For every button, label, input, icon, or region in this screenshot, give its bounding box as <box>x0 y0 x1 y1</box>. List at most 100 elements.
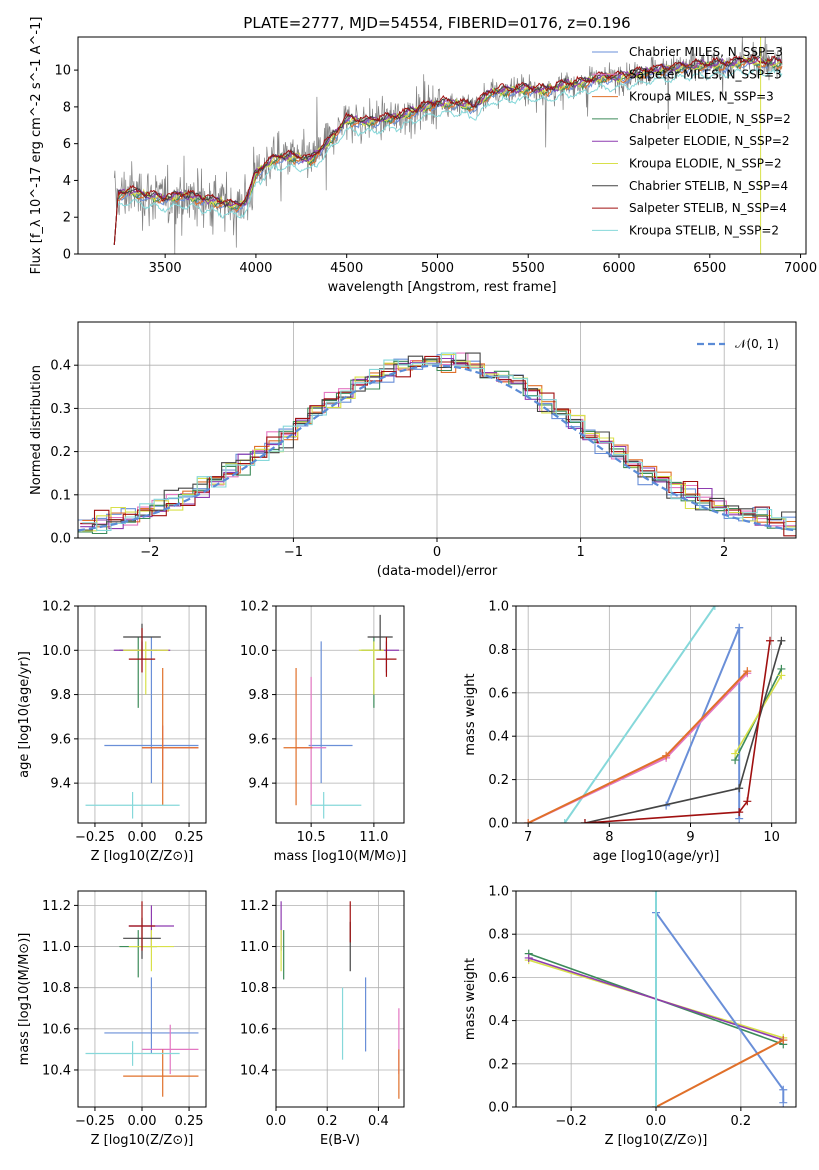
figure-title: PLATE=2777, MJD=54554, FIBERID=0176, z=0… <box>243 14 630 32</box>
series-line <box>584 640 783 823</box>
series-point-marker <box>735 808 744 817</box>
age_vs_mass-ytick-label: 9.4 <box>248 777 269 792</box>
mass_weight_vs_Z-panel: −0.2 0.0 0.2 0.0 0.2 0.4 0.6 0.8 1.0 Z [log10(Z/Z… <box>463 885 797 1148</box>
errorbar-kroupa-miles <box>142 668 199 806</box>
age_vs_mass-axes-frame <box>275 605 405 824</box>
residuals-ylabel: Normed distribution <box>29 365 44 495</box>
spectrum-ytick-label: 10 <box>54 64 71 79</box>
spectrum-xlabel: wavelength [Angstrom, rest frame] <box>328 280 557 295</box>
mass_weight_vs_Z-axes-frame <box>515 890 797 1108</box>
mass_weight_vs_Z-xtick-label: 0.2 <box>731 1114 752 1129</box>
series-point-marker <box>777 671 786 680</box>
mass_weight_vs_age-xtick-label: 8 <box>605 830 613 845</box>
spectrum-xtick-label: 4000 <box>239 261 272 276</box>
series-point-marker <box>524 953 533 962</box>
panels: 3500 4000 4500 5000 5500 6000 6500 70000246810w… <box>17 17 817 1148</box>
errorbar-kroupa-stelib <box>85 792 180 819</box>
mass_weight_vs_age-xtick-label: 10 <box>763 830 780 845</box>
legend-entry: Kroupa STELIB, N_SSP=2 <box>629 223 779 237</box>
model-spectrum-chabrier-stelib <box>113 55 783 245</box>
mass_weight_vs_Z-ytick-label: 0.2 <box>488 1057 509 1072</box>
spectrum-ylabel: Flux [f_λ 10^-17 erg cm^-2 s^-1 A^-1] <box>29 17 44 275</box>
series-line <box>527 670 749 823</box>
model-spectrum-kroupa-elodie <box>113 55 783 245</box>
spectrum-xtick-label: 5500 <box>512 261 545 276</box>
errorbar-salpeter-stelib <box>128 901 156 951</box>
mass_weight_vs_Z-xtick-label: −0.2 <box>555 1114 587 1129</box>
mass_weight_vs_age-ytick-label: 0.2 <box>488 773 509 788</box>
mass_vs_ebv-ytick-label: 11.0 <box>240 940 269 955</box>
model-spectrum-kroupa-stelib <box>113 67 783 245</box>
series-point-marker <box>560 819 569 823</box>
series-line <box>563 606 716 823</box>
series-point-marker <box>779 1085 788 1094</box>
spectrum-ytick-label: 2 <box>63 211 71 226</box>
mass_weight_vs_age-xtick-label: 9 <box>686 830 694 845</box>
mass_vs_ebv-ytick-label: 11.2 <box>240 899 269 914</box>
spectrum-axes-frame <box>77 36 807 255</box>
age_vs_mass-ytick-label: 9.6 <box>248 732 269 747</box>
residuals-xtick-label: −2 <box>140 545 159 560</box>
residual-histogram-kroupa-stelib <box>82 352 796 531</box>
mass_weight_vs_age-ytick-label: 0.6 <box>488 686 509 701</box>
errorbar-chabrier-miles <box>104 977 199 1054</box>
age_vs_Z-xtick-label: 0.00 <box>128 830 157 845</box>
mass_weight_vs_age-xlabel: age [log10(age/yr)] <box>593 849 720 864</box>
model-spectrum-salpeter-elodie <box>113 56 783 245</box>
series-line <box>655 1039 784 1107</box>
legend-entry: Salpeter ELODIE, N_SSP=2 <box>629 134 790 148</box>
series-point-marker <box>652 891 660 895</box>
mass_weight_vs_Z-ytick-label: 0.4 <box>488 1014 509 1029</box>
mass_vs_Z-xtick-label: −0.25 <box>75 1114 115 1129</box>
mass_vs_Z-ytick-label: 10.4 <box>42 1063 71 1078</box>
residual-histogram-salpeter-stelib <box>80 355 796 537</box>
mass_weight_vs_Z-ylabel: mass weight <box>463 958 478 1040</box>
mass_vs_Z-panel: −0.25 0.00 0.25 10.4 10.6 10.8 11.0 11.2 Z [log1… <box>17 890 207 1148</box>
series-kroupa-elodie <box>731 671 786 758</box>
series-line <box>584 640 771 823</box>
errorbar-kroupa-elodie <box>128 930 174 972</box>
age_vs_mass-ytick-label: 10.0 <box>240 644 269 659</box>
mass_vs_ebv-panel: 0.0 0.2 0.4 10.4 10.6 10.8 11.0 11.2 E(B-V) <box>240 890 405 1148</box>
residuals-plot-area <box>78 352 796 537</box>
series-line <box>527 672 749 823</box>
residuals-panel: −2 −1 0 1 2 0.0 0.1 0.2 0.3 0.4 (data-model)/error… <box>29 321 797 579</box>
age_vs_mass-xtick-label: 11.0 <box>359 830 388 845</box>
series-point-marker <box>735 623 744 632</box>
age_vs_Z-plot-area <box>85 623 199 819</box>
model-spectrum-salpeter-stelib <box>113 53 783 245</box>
legend-entry: 𝒩(0, 1) <box>735 337 779 351</box>
series-salpeter-stelib <box>580 636 775 823</box>
errorbar-kroupa-elodie <box>123 641 169 695</box>
errorbar-kroupa-stelib <box>85 1041 180 1066</box>
residuals-xlabel: (data-model)/error <box>377 564 498 579</box>
age_vs_Z-ytick-label: 9.4 <box>50 777 71 792</box>
series-point-marker <box>743 797 752 806</box>
series-point-marker <box>779 1098 788 1107</box>
series-point-marker <box>779 1036 788 1045</box>
mass_vs_Z-ytick-label: 11.2 <box>42 899 71 914</box>
mass_weight_vs_Z-xtick-label: 0.0 <box>646 1114 667 1129</box>
spectrum-xtick-label: 4500 <box>330 261 363 276</box>
mass_vs_ebv-xtick-label: 0.0 <box>266 1114 287 1129</box>
legend-entry: Chabrier STELIB, N_SSP=4 <box>629 179 788 193</box>
errorbar-chabrier-stelib <box>367 614 393 651</box>
mass_weight_vs_Z-plot-area <box>524 891 788 1107</box>
age_vs_Z-ylabel: age [log10(age/yr)] <box>17 651 32 778</box>
mass_weight_vs_Z-ytick-label: 1.0 <box>488 885 509 900</box>
mass_weight_vs_age-ytick-label: 0.8 <box>488 643 509 658</box>
series-point-marker <box>524 819 533 823</box>
errorbar-salpeter-stelib <box>376 637 397 677</box>
age_vs_mass-xtick-label: 10.5 <box>297 830 326 845</box>
residuals-ytick-label: 0.3 <box>50 402 71 417</box>
age_vs_Z-panel: −0.25 0.00 0.25 9.4 9.6 9.8 10.0 10.2 Z [log10(Z… <box>17 600 207 864</box>
mass_vs_ebv-ytick-label: 10.4 <box>240 1063 269 1078</box>
series-point-marker <box>743 667 752 676</box>
legend-entry: Kroupa MILES, N_SSP=3 <box>629 90 774 104</box>
spectrum-legend: Chabrier MILES, N_SSP=3 Salpeter MILES, N… <box>592 45 791 237</box>
series-point-marker <box>735 784 744 793</box>
gaussian-curve <box>78 364 796 532</box>
series-chabrier-miles <box>652 908 788 1107</box>
errorbar-salpeter-stelib <box>128 628 156 673</box>
